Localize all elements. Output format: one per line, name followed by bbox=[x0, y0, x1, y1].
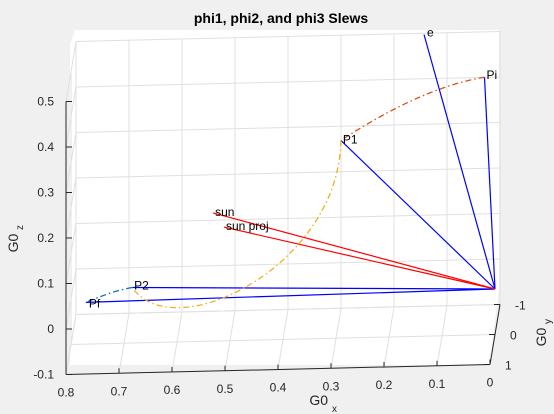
y-axis-label: G0 y bbox=[533, 319, 554, 346]
point-label-pi: Pi bbox=[487, 68, 498, 82]
x-tick-label: 0.2 bbox=[376, 378, 393, 392]
point-label-p2: P2 bbox=[134, 278, 149, 292]
z-tick-label: 0.1 bbox=[37, 277, 54, 291]
vector-line-sun bbox=[212, 212, 496, 290]
z-tick-label: 0.4 bbox=[37, 140, 54, 154]
tick-labels: 0.8 0.7 0.6 0.5 0.4 0.3 0.2 0.1 0-101-0.100.10.2… bbox=[33, 95, 526, 400]
z-tick-label: 0.2 bbox=[37, 231, 54, 245]
x-axis-label-base: G0 bbox=[309, 392, 328, 408]
slew-path-phi2 bbox=[131, 140, 342, 309]
y-axis-label-sub: y bbox=[543, 319, 554, 324]
x-tick-label: 0.7 bbox=[111, 384, 128, 398]
grid-line bbox=[75, 122, 501, 133]
grid-line bbox=[75, 213, 501, 224]
grid-line bbox=[75, 167, 501, 179]
vector-line-e bbox=[423, 34, 496, 290]
slew-path-phi3 bbox=[85, 286, 133, 303]
grid-line bbox=[75, 76, 501, 88]
vector-line-p1 bbox=[340, 139, 496, 290]
z-axis-label-sub: z bbox=[15, 225, 26, 230]
point-label-e: e bbox=[427, 26, 434, 40]
point-label-sun-proj: sun proj bbox=[226, 219, 269, 233]
x-axis-label-sub: x bbox=[332, 404, 337, 414]
z-tick-label: 0 bbox=[47, 322, 54, 336]
x-tick-label: 0.4 bbox=[270, 381, 287, 395]
axes bbox=[65, 101, 501, 375]
z-tick-label: 0.3 bbox=[37, 186, 54, 200]
x-tick-label: 0.5 bbox=[217, 382, 234, 396]
z-tick-label: -0.1 bbox=[33, 368, 54, 382]
z-tick-label: 0.5 bbox=[37, 95, 54, 109]
y-axis-label-base: G0 bbox=[533, 327, 549, 346]
chart-title: phi1, phi2, and phi3 Slews bbox=[194, 10, 368, 26]
vector-line-p2 bbox=[132, 286, 496, 290]
x-tick-label: 0.6 bbox=[164, 383, 181, 397]
vector-line-pf bbox=[85, 288, 496, 303]
point-label-p1: P1 bbox=[343, 132, 358, 146]
grid-line bbox=[65, 268, 77, 330]
z-axis-label: G0 z bbox=[5, 225, 26, 252]
grid-line bbox=[75, 31, 501, 42]
x-tick-label: 0 bbox=[487, 376, 494, 390]
x-tick-label: 0.1 bbox=[429, 377, 446, 391]
grid-line bbox=[65, 223, 77, 284]
grid-line bbox=[70, 334, 496, 345]
grid-line bbox=[75, 258, 501, 270]
z-axis-label-base: G0 bbox=[5, 233, 21, 252]
y-tick-label: 1 bbox=[505, 359, 512, 373]
vector-line-sun-proj bbox=[223, 226, 496, 290]
x-tick-label: 0.3 bbox=[323, 379, 340, 393]
x-tick-label: 0.8 bbox=[58, 386, 75, 400]
point-label-pf: Pf bbox=[89, 296, 101, 310]
y-tick-label: -1 bbox=[515, 299, 526, 313]
grid-line bbox=[65, 177, 77, 239]
point-label-sun: sun bbox=[215, 205, 234, 219]
y-tick-label: 0 bbox=[510, 329, 517, 343]
x-axis-label: G0 bbox=[309, 392, 328, 408]
slew-path-phi1 bbox=[340, 76, 485, 141]
grid-line bbox=[65, 41, 77, 102]
plot-series bbox=[85, 34, 496, 309]
grid-line bbox=[65, 86, 77, 148]
grid-line bbox=[75, 304, 501, 315]
vector-line-pi bbox=[483, 77, 496, 290]
grid-line bbox=[65, 132, 77, 193]
